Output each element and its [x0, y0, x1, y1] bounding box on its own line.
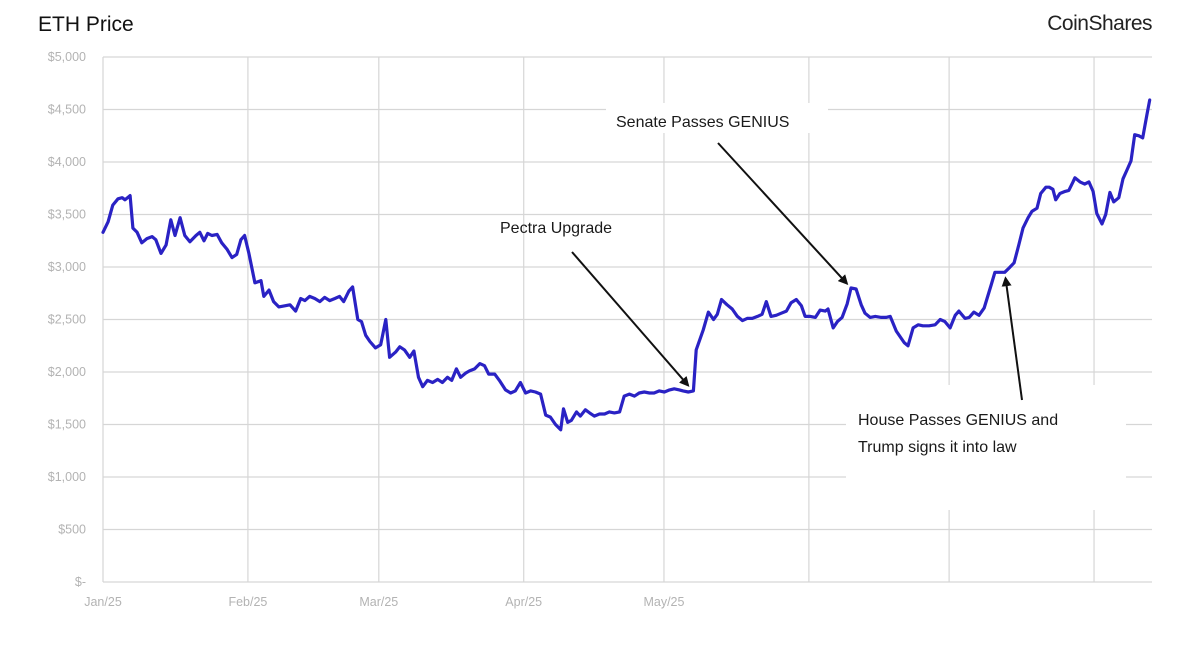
y-tick-label: $3,500: [48, 208, 86, 222]
pectra-upgrade-arrow: [571, 251, 690, 387]
price-series: [101, 98, 1152, 432]
senate-passes-genius-arrow: [717, 142, 849, 286]
house-passes-genius-label: Trump signs it into law: [858, 439, 1017, 456]
y-tick-label: $5,000: [48, 50, 86, 64]
x-axis-ticks: Jan/25 Feb/25 Mar/25 Apr/25 May/25: [84, 595, 684, 609]
x-tick-label: Apr/25: [505, 595, 542, 609]
eth-price-line: [101, 98, 1152, 432]
gridlines: [102, 56, 1152, 583]
chart-title: ETH Price: [38, 13, 134, 36]
y-tick-label: $4,000: [48, 155, 86, 169]
coinshares-logo: CoinShares: [1047, 12, 1152, 35]
house-label-background: [846, 385, 1126, 510]
y-tick-label: $500: [58, 523, 86, 537]
pectra-upgrade-label: Pectra Upgrade: [500, 220, 612, 237]
y-tick-label: $-: [75, 575, 86, 589]
x-tick-label: Jan/25: [84, 595, 122, 609]
annotations: Pectra Upgrade Senate Passes GENIUS House …: [500, 114, 1058, 456]
y-tick-label: $3,000: [48, 260, 86, 274]
x-tick-label: Mar/25: [359, 595, 398, 609]
y-axis-ticks: $- $500 $1,000 $1,500 $2,000 $2,500 $3,000 $3,5…: [48, 50, 86, 589]
x-tick-label: Feb/25: [228, 595, 267, 609]
y-tick-label: $1,000: [48, 470, 86, 484]
y-tick-label: $4,500: [48, 103, 86, 117]
annotation-backgrounds: [606, 103, 1126, 510]
x-tick-label: May/25: [643, 595, 684, 609]
senate-passes-genius-label: Senate Passes GENIUS: [616, 114, 789, 131]
senate-label-background: [606, 103, 828, 133]
house-passes-genius-label: House Passes GENIUS and: [858, 412, 1058, 429]
house-passes-genius-arrow: [1001, 276, 1023, 401]
y-tick-label: $1,500: [48, 418, 86, 432]
y-tick-label: $2,000: [48, 365, 86, 379]
y-tick-label: $2,500: [48, 313, 86, 327]
